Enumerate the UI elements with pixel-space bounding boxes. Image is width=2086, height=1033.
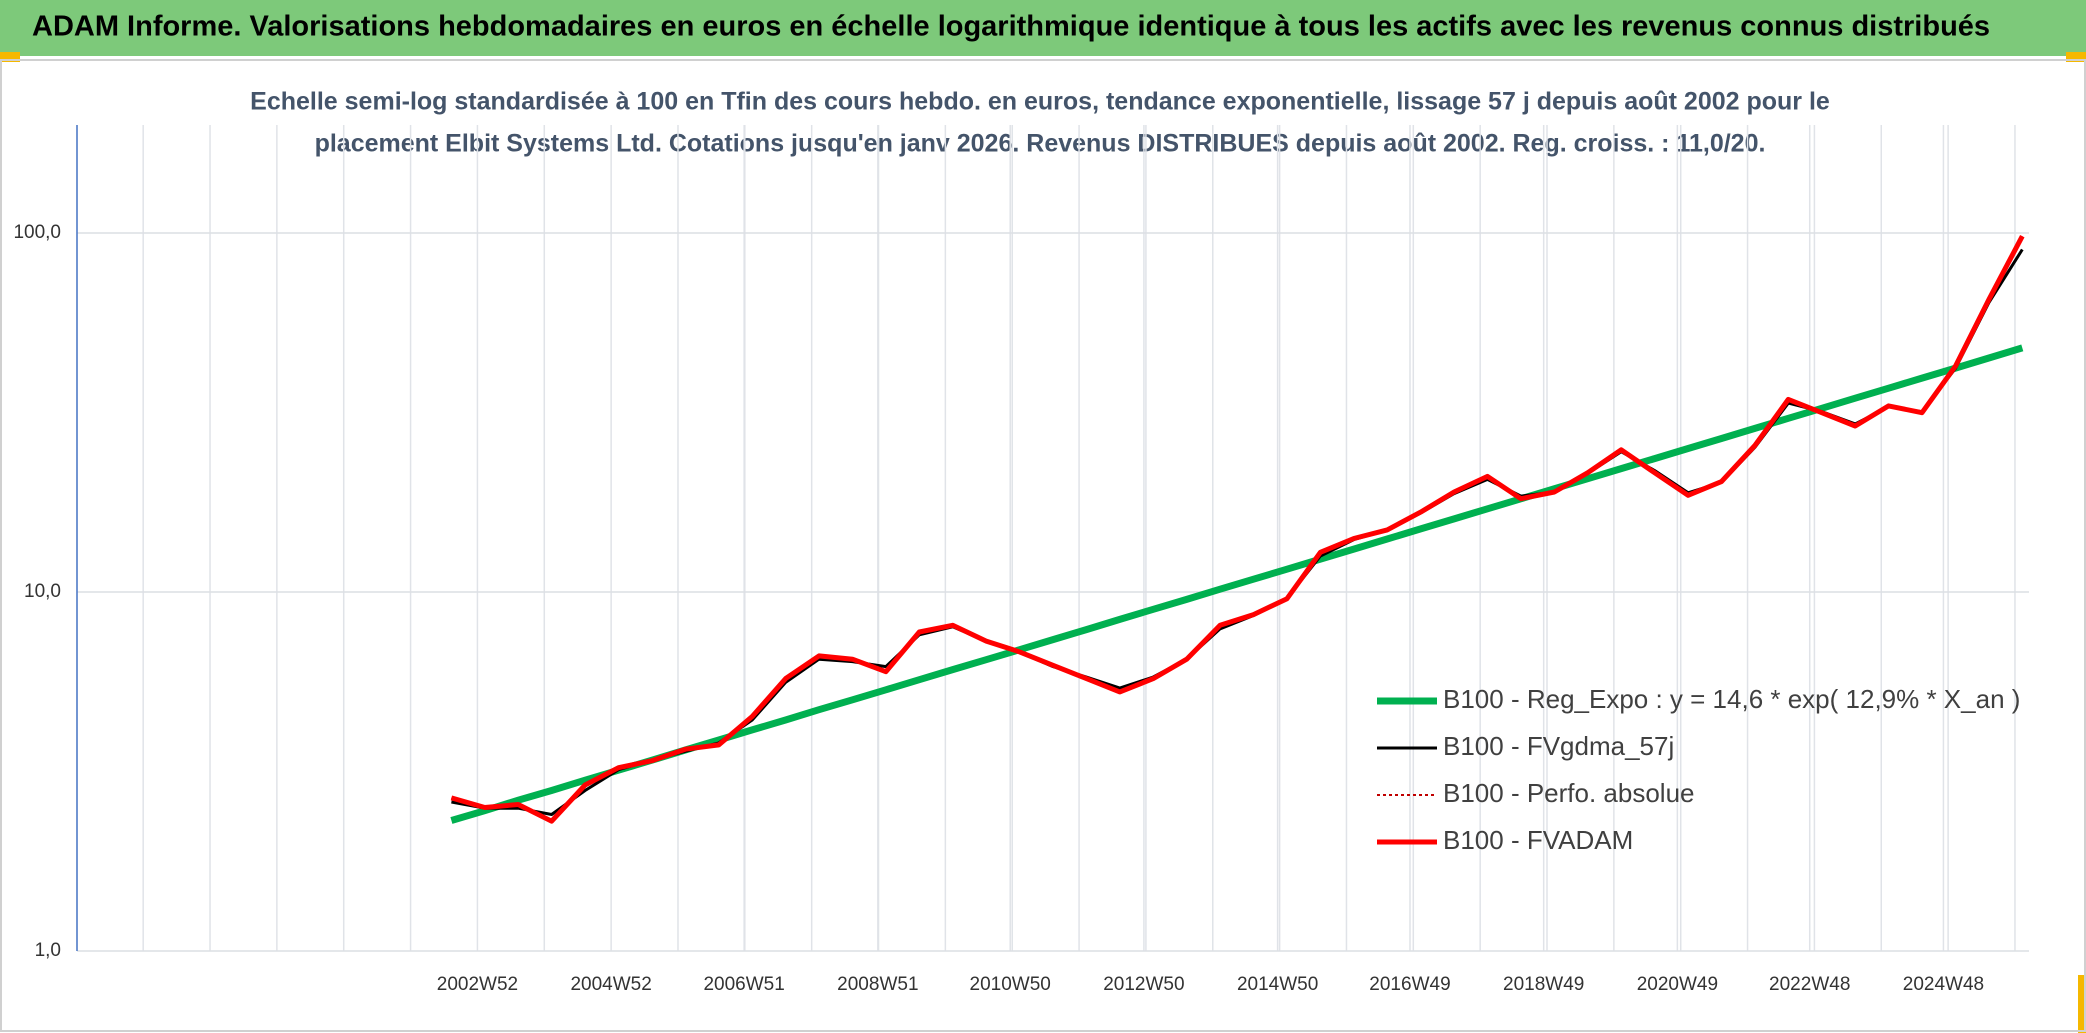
x-tick-label: 2020W49 (1637, 974, 1718, 995)
x-tick-label: 2004W52 (570, 974, 651, 995)
x-tick-label: 2014W50 (1237, 974, 1318, 995)
legend-label: B100 - Reg_Expo : y = 14,6 * exp( 12,9% … (1443, 684, 2020, 714)
x-tick-label: 2018W49 (1503, 974, 1584, 995)
x-tick-label: 2012W50 (1103, 974, 1184, 995)
x-tick-label: 2008W51 (837, 974, 918, 995)
corner (0, 52, 20, 62)
legend-label: B100 - FVgdma_57j (1443, 731, 1674, 761)
series-line (450, 235, 2025, 824)
corner (2078, 975, 2086, 1033)
y-tick-label: 100,0 (13, 222, 61, 243)
x-tick-label: 2006W51 (703, 974, 784, 995)
corner (2066, 52, 2086, 62)
y-tick-label: 1,0 (35, 940, 61, 961)
x-tick-label: 2024W48 (1903, 974, 1984, 995)
legend-label: B100 - Perfo. absolue (1443, 778, 1695, 808)
y-tick-label: 10,0 (24, 581, 61, 602)
x-tick-label: 2010W50 (970, 974, 1051, 995)
x-tick-label: 2002W52 (437, 974, 518, 995)
legend-label: B100 - FVADAM (1443, 825, 1633, 855)
series-line (450, 344, 2024, 824)
x-tick-label: 2016W49 (1369, 974, 1450, 995)
header-title: ADAM Informe. Valorisations hebdomadaire… (32, 11, 1990, 43)
chart-title: placement Elbit Systems Ltd. Cotations j… (315, 130, 1766, 158)
x-tick-label: 2022W48 (1769, 974, 1850, 995)
chart-title: Echelle semi-log standardisée à 100 en T… (250, 88, 1830, 116)
header-bar (0, 0, 2086, 56)
frame (0, 59, 2086, 1032)
